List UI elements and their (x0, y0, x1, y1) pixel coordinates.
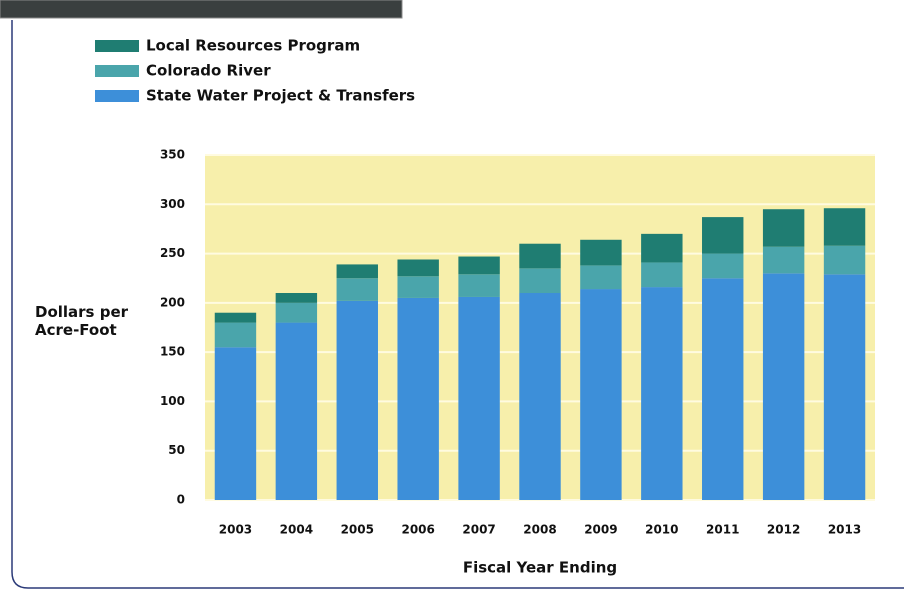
y-tick-label: 0 (177, 493, 185, 507)
bar-segment (762, 209, 805, 247)
bar-segment (336, 264, 378, 279)
bar-segment (641, 233, 683, 263)
frame (11, 20, 904, 589)
y-tick-label: 350 (160, 148, 185, 162)
y-tick-label: 200 (160, 295, 185, 309)
legend-swatch (95, 40, 139, 52)
x-tick-label: 2011 (706, 523, 739, 537)
bar-segment (702, 217, 744, 254)
bar-segment (762, 246, 805, 274)
bar-segment (397, 297, 439, 500)
bar-segment (275, 322, 318, 500)
x-tick-label: 2012 (767, 523, 800, 537)
bar-segment (641, 262, 683, 288)
bar-segment (580, 265, 622, 290)
bar-segment (519, 268, 561, 293)
bar-segment (641, 287, 683, 500)
legend-swatch (95, 90, 139, 102)
bar-segment (519, 243, 561, 269)
legend-label: Colorado River (146, 62, 271, 80)
bar-segment (336, 300, 378, 500)
bar-segment (702, 278, 744, 500)
bar-segment (397, 259, 439, 277)
bar-segment (214, 322, 257, 348)
x-tick-label: 2008 (523, 523, 556, 537)
header-box (0, 0, 403, 19)
x-tick-label: 2010 (645, 523, 678, 537)
y-tick-label: 50 (168, 443, 185, 457)
legend-label: State Water Project & Transfers (146, 87, 415, 105)
bar-segment (823, 274, 866, 500)
x-tick-label: 2003 (219, 523, 252, 537)
bar-segment (336, 278, 378, 301)
bar-segment (458, 274, 500, 297)
x-tick-label: 2013 (828, 523, 861, 537)
y-tick-label: 150 (160, 345, 185, 359)
bar-segment (823, 208, 866, 246)
legend-label: Local Resources Program (146, 37, 360, 55)
bar-segment (702, 253, 744, 279)
bar-segment (397, 276, 439, 298)
x-tick-label: 2004 (280, 523, 313, 537)
x-tick-label: 2009 (584, 523, 617, 537)
bar-segment (580, 239, 622, 266)
bar-segment (214, 312, 257, 323)
bar-segment (275, 293, 318, 303)
bar-segment (214, 347, 257, 500)
bar-segment (458, 296, 500, 500)
legend-swatch (95, 65, 139, 77)
bar-segment (762, 273, 805, 500)
x-tick-label: 2006 (401, 523, 434, 537)
y-tick-label: 300 (160, 197, 185, 211)
x-tick-label: 2005 (341, 523, 374, 537)
y-axis-label: Dollars per Acre-Foot (35, 303, 129, 339)
y-tick-label: 100 (160, 394, 185, 408)
bar-segment (823, 245, 866, 275)
bar-segment (458, 256, 500, 275)
x-tick-label: 2007 (462, 523, 495, 537)
bar-segment (519, 293, 561, 500)
y-tick-label: 250 (160, 246, 185, 260)
bar-segment (275, 302, 318, 323)
x-axis-label: Fiscal Year Ending (463, 559, 617, 577)
bar-segment (580, 289, 622, 500)
